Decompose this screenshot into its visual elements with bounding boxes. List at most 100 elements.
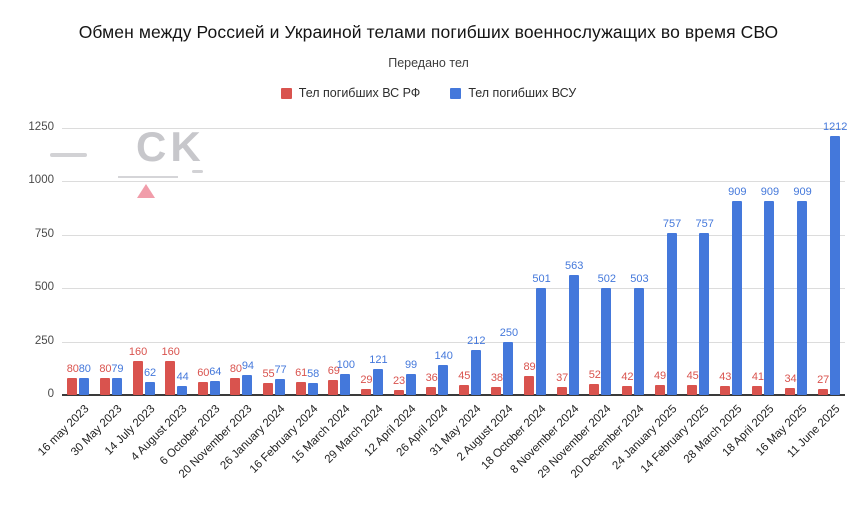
value-label-vsu: 121 xyxy=(369,354,388,367)
bar-vsu xyxy=(372,369,383,395)
value-label-rf: 80 xyxy=(66,362,79,375)
bar-rf xyxy=(295,381,306,395)
bar-rf xyxy=(263,383,274,395)
watermark-underline xyxy=(118,176,178,178)
bar-rf xyxy=(524,375,535,395)
bar-rf xyxy=(360,388,371,395)
value-label-rf: 49 xyxy=(653,369,667,382)
bar-vsu xyxy=(601,287,612,395)
bar-rf xyxy=(556,387,567,395)
bar-vsu xyxy=(503,341,514,395)
legend-item-vsu: Тел погибших ВСУ xyxy=(450,86,576,100)
y-axis-tick-label: 1000 xyxy=(28,174,54,187)
bar-vsu xyxy=(405,373,416,395)
legend-label-vsu: Тел погибших ВСУ xyxy=(468,86,577,100)
bar-vsu xyxy=(209,381,220,395)
bar-vsu xyxy=(438,365,449,395)
watermark-triangle-icon xyxy=(137,184,155,198)
bar-rf xyxy=(230,377,241,395)
bar-rf xyxy=(426,387,437,395)
bar-rf xyxy=(67,377,78,395)
value-label-vsu: 100 xyxy=(336,358,355,371)
value-label-rf: 60 xyxy=(197,367,210,380)
y-axis-tick-label: 250 xyxy=(34,334,54,347)
value-label-rf: 45 xyxy=(458,370,471,383)
bar-rf xyxy=(393,390,404,395)
value-label-rf: 43 xyxy=(719,370,732,383)
x-axis-line xyxy=(62,394,845,396)
value-label-vsu: 62 xyxy=(143,366,157,379)
chart-subtitle: Передано тел xyxy=(388,56,469,70)
value-label-vsu: 909 xyxy=(760,185,780,198)
bar-vsu xyxy=(633,287,644,395)
bar-vsu xyxy=(340,373,351,395)
gridline xyxy=(62,128,845,129)
bar-vsu xyxy=(144,381,155,395)
value-label-rf: 27 xyxy=(817,374,830,387)
value-label-vsu: 77 xyxy=(274,363,287,376)
value-label-vsu: 64 xyxy=(209,366,222,379)
value-label-vsu: 502 xyxy=(597,272,616,285)
value-label-vsu: 44 xyxy=(176,370,189,383)
gridline xyxy=(62,181,845,183)
value-label-rf: 61 xyxy=(295,366,308,379)
gridline xyxy=(62,341,845,343)
value-label-vsu: 757 xyxy=(662,218,682,231)
bar-vsu xyxy=(764,200,775,395)
value-label-rf: 42 xyxy=(621,371,634,384)
value-label-vsu: 503 xyxy=(630,272,649,285)
bar-vsu xyxy=(536,287,547,395)
bar-rf xyxy=(458,385,469,395)
value-label-vsu: 909 xyxy=(728,185,747,198)
value-label-rf: 38 xyxy=(490,371,504,384)
bar-rf xyxy=(589,383,600,395)
watermark-logo: CK xyxy=(136,123,205,170)
bar-vsu xyxy=(275,378,286,395)
bar-rf xyxy=(719,385,730,395)
value-label-vsu: 140 xyxy=(434,350,453,363)
legend-swatch-rf-icon xyxy=(280,87,292,99)
value-label-rf: 52 xyxy=(588,368,601,381)
value-label-rf: 160 xyxy=(128,345,148,358)
value-label-rf: 34 xyxy=(784,372,797,385)
value-label-rf: 23 xyxy=(392,375,406,388)
bar-vsu xyxy=(731,200,742,395)
bar-vsu xyxy=(307,382,318,395)
value-label-rf: 89 xyxy=(523,360,536,373)
gridline xyxy=(62,234,845,236)
value-label-rf: 29 xyxy=(360,373,373,386)
bar-vsu xyxy=(242,374,253,395)
value-label-vsu: 563 xyxy=(565,259,584,272)
bar-rf xyxy=(99,377,110,395)
bar-vsu xyxy=(177,385,188,395)
bar-rf xyxy=(132,360,143,395)
value-label-rf: 80 xyxy=(99,362,112,375)
bar-vsu xyxy=(568,274,579,395)
gridline xyxy=(62,288,845,290)
bar-vsu xyxy=(699,233,710,395)
value-label-rf: 55 xyxy=(262,368,275,381)
bar-rf xyxy=(328,380,339,395)
value-label-vsu: 1212 xyxy=(822,121,848,134)
bar-rf xyxy=(752,386,763,395)
bar-vsu xyxy=(79,377,90,395)
value-label-vsu: 757 xyxy=(695,218,714,231)
value-label-vsu: 250 xyxy=(499,326,519,339)
chart-legend: Тел погибших ВС РФ Тел погибших ВСУ xyxy=(0,86,857,100)
bar-rf xyxy=(817,389,828,395)
legend-label-rf: Тел погибших ВС РФ xyxy=(298,86,421,100)
bar-rf xyxy=(687,385,698,395)
value-label-vsu: 212 xyxy=(467,334,486,347)
bar-rf xyxy=(197,382,208,395)
value-label-rf: 69 xyxy=(327,365,340,378)
value-label-rf: 45 xyxy=(686,370,699,383)
value-label-rf: 41 xyxy=(751,371,765,384)
value-label-rf: 37 xyxy=(556,372,569,385)
value-label-vsu: 909 xyxy=(793,185,812,198)
y-axis-tick-label: 500 xyxy=(34,281,54,294)
bar-rf xyxy=(785,387,796,395)
bar-rf xyxy=(491,386,502,395)
value-label-rf: 36 xyxy=(425,372,438,385)
y-axis-tick-label: 1250 xyxy=(28,121,54,133)
